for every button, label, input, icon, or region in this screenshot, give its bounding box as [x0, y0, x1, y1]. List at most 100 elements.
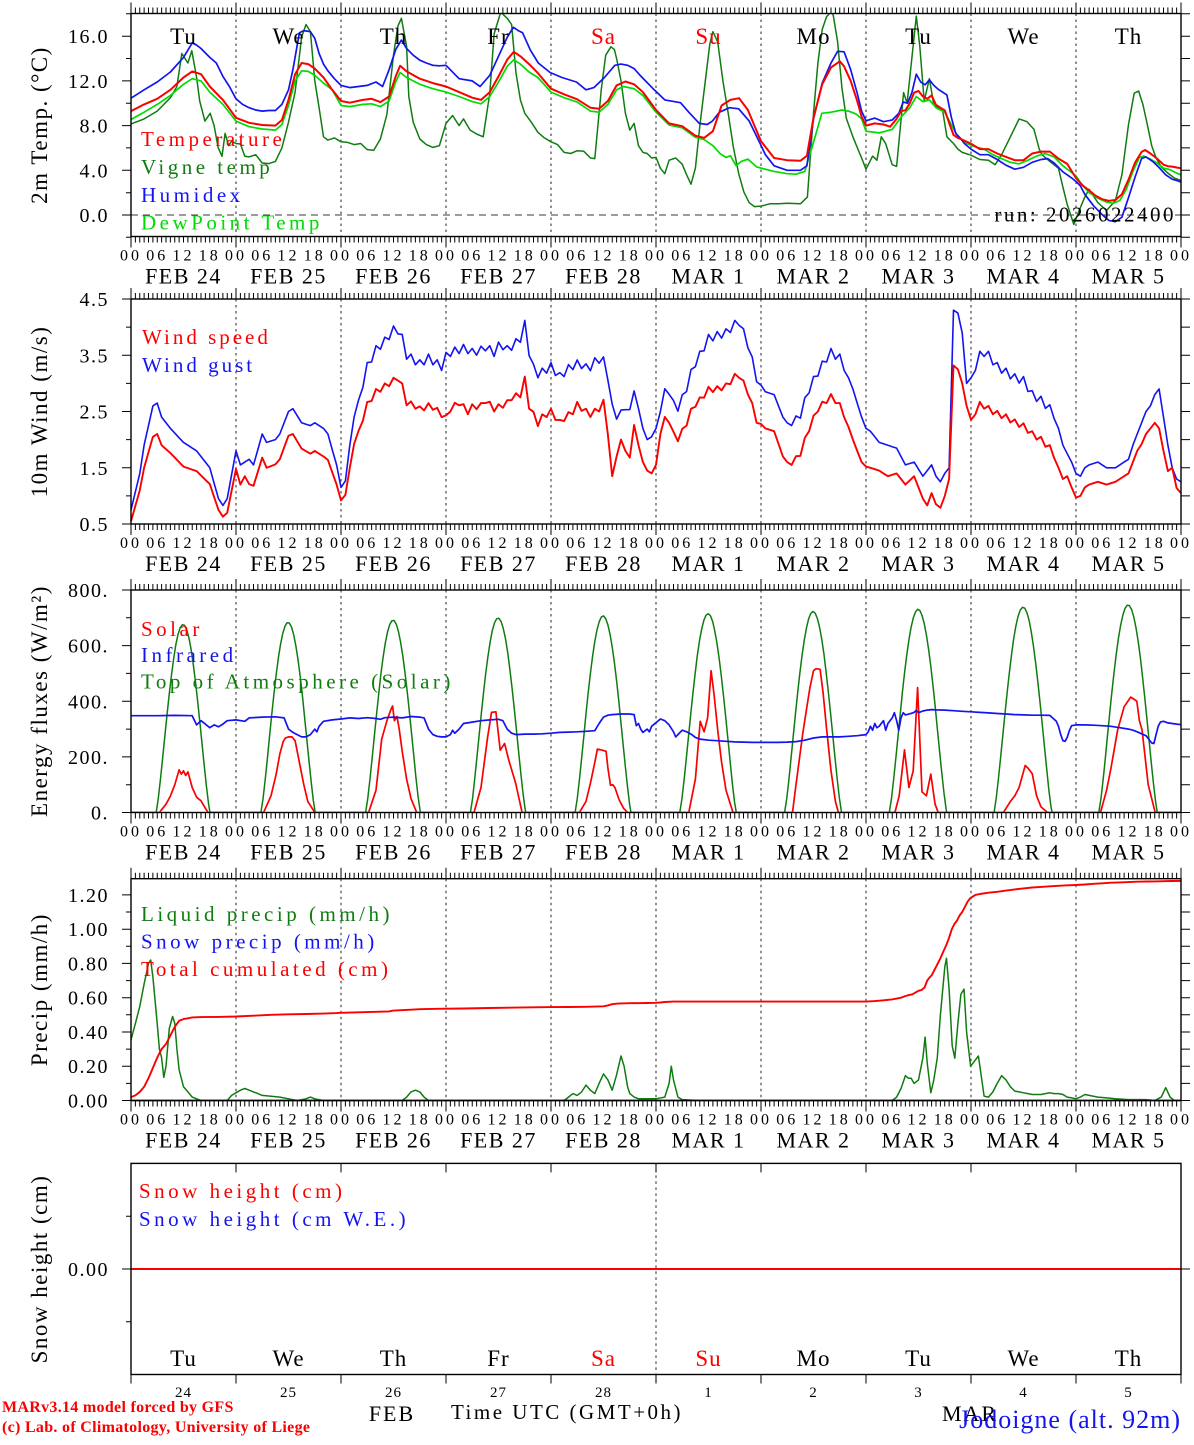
svg-text:18: 18 [199, 535, 221, 552]
svg-text:FEB 26: FEB 26 [355, 840, 432, 865]
svg-text:06: 06 [986, 1112, 1008, 1129]
svg-text:3: 3 [914, 1385, 923, 1401]
svg-text:0.20: 0.20 [68, 1056, 109, 1078]
svg-text:00: 00 [1170, 535, 1192, 552]
svg-text:0.40: 0.40 [68, 1022, 109, 1044]
svg-text:12: 12 [593, 248, 615, 265]
svg-text:12: 12 [1013, 1112, 1035, 1129]
svg-text:00: 00 [225, 248, 247, 265]
svg-text:Temperature: Temperature [141, 127, 285, 151]
svg-text:06: 06 [461, 1112, 483, 1129]
svg-text:00: 00 [645, 248, 667, 265]
svg-text:1.5: 1.5 [80, 458, 110, 480]
svg-text:Wind speed: Wind speed [142, 325, 271, 349]
svg-text:06: 06 [776, 1112, 798, 1129]
svg-text:0.80: 0.80 [68, 953, 109, 975]
svg-text:Su: Su [695, 24, 721, 49]
svg-text:06: 06 [566, 1112, 588, 1129]
svg-text:FEB 28: FEB 28 [565, 264, 642, 289]
svg-text:MARv3.14 model forced by GFS: MARv3.14 model forced by GFS [2, 1399, 234, 1416]
svg-text:18: 18 [1144, 535, 1166, 552]
svg-text:06: 06 [1091, 1112, 1113, 1129]
svg-text:Vigne temp: Vigne temp [141, 155, 273, 179]
svg-text:06: 06 [881, 824, 903, 841]
svg-text:00: 00 [645, 1112, 667, 1129]
svg-text:0.5: 0.5 [80, 514, 110, 536]
svg-text:MAR 5: MAR 5 [1091, 840, 1165, 865]
svg-text:18: 18 [1039, 248, 1061, 265]
svg-text:00: 00 [645, 824, 667, 841]
svg-text:FEB 25: FEB 25 [250, 264, 327, 289]
svg-text:Th: Th [1115, 1346, 1143, 1371]
svg-text:Th: Th [380, 24, 408, 49]
svg-text:00: 00 [855, 248, 877, 265]
svg-text:MAR 4: MAR 4 [986, 264, 1060, 289]
svg-text:MAR: MAR [942, 1401, 998, 1426]
svg-text:00: 00 [120, 1112, 142, 1129]
svg-text:200.: 200. [68, 747, 109, 769]
svg-text:FEB 27: FEB 27 [460, 551, 537, 576]
svg-text:Top of Atmosphere (Solar): Top of Atmosphere (Solar) [141, 670, 454, 694]
svg-text:Energy fluxes (W/m²): Energy fluxes (W/m²) [27, 585, 52, 817]
svg-text:00: 00 [120, 824, 142, 841]
svg-text:06: 06 [776, 248, 798, 265]
svg-text:16.0: 16.0 [68, 26, 109, 48]
svg-text:06: 06 [251, 535, 273, 552]
svg-text:12: 12 [1118, 1112, 1140, 1129]
svg-text:12: 12 [593, 1112, 615, 1129]
svg-text:12: 12 [803, 824, 825, 841]
svg-text:12: 12 [698, 1112, 720, 1129]
svg-text:Tu: Tu [905, 24, 932, 49]
svg-text:MAR 3: MAR 3 [881, 1128, 955, 1153]
svg-text:06: 06 [986, 824, 1008, 841]
svg-text:MAR 1: MAR 1 [671, 264, 745, 289]
svg-text:Solar: Solar [141, 617, 203, 641]
svg-text:FEB 26: FEB 26 [355, 551, 432, 576]
svg-text:Wind gust: Wind gust [142, 353, 255, 377]
svg-text:Infrared: Infrared [141, 643, 237, 667]
svg-text:We: We [1007, 24, 1039, 49]
svg-text:18: 18 [724, 535, 746, 552]
svg-text:06: 06 [881, 535, 903, 552]
svg-text:0.00: 0.00 [68, 1091, 109, 1113]
svg-text:18: 18 [409, 824, 431, 841]
svg-text:06: 06 [986, 248, 1008, 265]
svg-text:12: 12 [383, 824, 405, 841]
svg-text:06: 06 [146, 1112, 168, 1129]
svg-text:0.: 0. [91, 803, 109, 825]
svg-text:FEB 27: FEB 27 [460, 840, 537, 865]
svg-text:Time UTC (GMT+0h): Time UTC (GMT+0h) [451, 1400, 683, 1424]
svg-text:MAR 2: MAR 2 [776, 264, 850, 289]
svg-text:18: 18 [514, 248, 536, 265]
svg-text:00: 00 [855, 1112, 877, 1129]
svg-text:FEB: FEB [369, 1401, 415, 1426]
svg-text:800.: 800. [68, 580, 109, 602]
svg-text:06: 06 [881, 1112, 903, 1129]
svg-text:12: 12 [488, 1112, 510, 1129]
svg-text:06: 06 [251, 1112, 273, 1129]
svg-text:18: 18 [409, 1112, 431, 1129]
svg-text:00: 00 [1170, 1112, 1192, 1129]
svg-text:18: 18 [1144, 1112, 1166, 1129]
svg-text:5: 5 [1124, 1385, 1133, 1401]
svg-text:12: 12 [488, 248, 510, 265]
svg-text:12: 12 [278, 248, 300, 265]
svg-text:Humidex: Humidex [141, 183, 244, 207]
svg-text:2: 2 [809, 1385, 818, 1401]
svg-text:18: 18 [619, 824, 641, 841]
svg-text:18: 18 [829, 535, 851, 552]
svg-text:18: 18 [619, 535, 641, 552]
svg-text:06: 06 [1091, 248, 1113, 265]
svg-text:FEB 28: FEB 28 [565, 840, 642, 865]
svg-text:2m Temp. (°C): 2m Temp. (°C) [27, 46, 52, 204]
svg-text:00: 00 [540, 248, 562, 265]
svg-text:00: 00 [1065, 1112, 1087, 1129]
svg-text:Snow height (cm): Snow height (cm) [139, 1179, 345, 1203]
svg-text:12: 12 [1118, 248, 1140, 265]
svg-text:MAR 4: MAR 4 [986, 840, 1060, 865]
svg-text:06: 06 [566, 824, 588, 841]
svg-text:18: 18 [829, 1112, 851, 1129]
svg-text:06: 06 [146, 248, 168, 265]
svg-text:12: 12 [383, 535, 405, 552]
svg-text:FEB 27: FEB 27 [460, 1128, 537, 1153]
